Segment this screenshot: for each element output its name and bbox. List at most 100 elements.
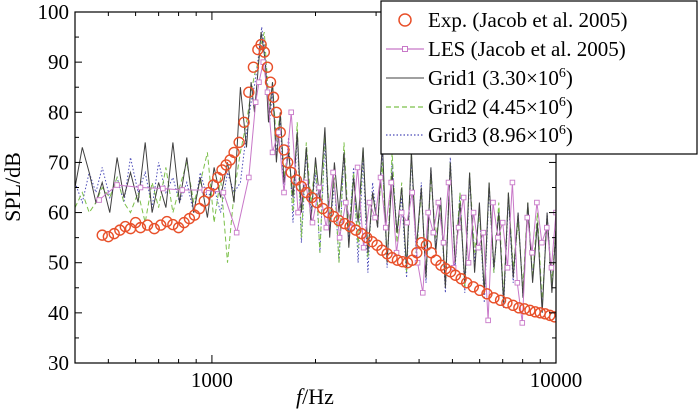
data-point-les [96,197,102,203]
data-point-les [160,185,166,192]
data-point-les [445,179,452,186]
data-point-exp [270,106,283,118]
data-point-les [137,184,144,191]
data-point-exp [161,215,173,228]
data-point-exp [167,218,179,231]
data-point-exp [134,221,147,234]
legend-item-grid3: Grid3 (8.96×106) [386,123,573,147]
legend-item-les: LES (Jacob et al. 2005) [386,37,626,61]
data-point-les [360,244,367,251]
data-point-les [440,239,447,246]
legend-label-grid2-sup: 6 [559,95,566,110]
legend-label-grid1-sup: 6 [559,66,566,81]
data-point-les [524,214,531,221]
data-point-exp [338,217,351,230]
data-point-exp [518,303,531,315]
data-point-les [455,224,462,231]
x-axis-title-unit: /Hz [302,384,334,409]
data-point-exp [141,219,154,231]
data-point-les [288,109,294,116]
data-point-exp [544,309,556,322]
data-point-les [485,317,491,324]
legend-label-grid3-close: ) [566,123,573,147]
data-point-les [323,224,330,231]
data-point-les [309,219,316,226]
data-point-les [534,199,540,206]
data-point-exp [449,269,462,281]
x-axis-title-variable: f [296,384,305,409]
legend-label-grid3-base: Grid3 (8.96×10 [428,123,559,147]
data-point-exp [467,281,480,293]
legend-label-les: LES (Jacob et al. 2005) [428,37,626,61]
y-tick-label: 30 [48,351,69,375]
data-point-les [435,199,442,206]
data-point-les [256,79,262,85]
legend-label-grid2-close: ) [566,95,573,119]
data-point-exp [233,136,245,149]
data-point-exp [228,146,240,159]
data-point-les [475,244,482,251]
data-point-exp [247,61,260,73]
x-axis-title: f/Hz [296,384,334,409]
legend-item-exp: Exp. (Jacob et al. 2005) [398,8,627,32]
data-point-exp [311,196,323,209]
data-point-les [246,174,252,181]
legend-item-grid2: Grid2 (4.45×106) [386,95,573,119]
data-point-les [409,189,415,196]
legend-label-grid2-base: Grid2 (4.45×10 [428,95,559,119]
y-tick-label: 100 [38,0,70,24]
data-point-les [539,239,545,246]
data-point-exp [198,195,210,207]
legend-swatch-exp [398,13,412,27]
data-point-les [336,234,343,241]
data-point-exp [243,86,255,98]
legend-label-grid1-close: ) [566,66,573,90]
legend-marker-les [402,46,408,52]
y-tick-label: 80 [48,100,69,124]
data-point-les [544,224,550,231]
series-line-grid1 [75,32,556,313]
data-point-exp [258,46,271,58]
data-point-exp [255,38,267,51]
data-point-les [519,320,526,326]
y-tick-label: 50 [48,251,69,275]
legend-label-grid3-sup: 6 [559,123,566,138]
data-point-exp [333,214,345,227]
data-point-les [366,199,373,206]
data-point-les [275,129,282,136]
data-point-exp [411,246,423,259]
data-point-exp [261,61,274,73]
data-point-exp [96,229,108,241]
legend-label-exp: Exp. (Jacob et al. 2005) [428,8,627,32]
data-point-les [388,179,394,186]
data-point-exp [281,156,294,169]
data-point-exp [513,302,525,314]
data-point-les [281,189,287,196]
data-point-les [495,234,501,241]
legend-label-grid2: Grid2 (4.45×106) [428,95,573,119]
data-point-exp [278,144,290,156]
data-point-les [509,179,516,186]
data-point-les [372,214,378,221]
data-point-exp [285,166,297,179]
data-point-les [398,209,405,216]
data-point-exp [108,227,120,240]
series-group [75,26,556,326]
data-point-les [420,290,426,296]
data-point-les [548,264,555,271]
data-point-exp [524,304,536,317]
data-point-exp [501,297,513,309]
data-point-les [252,99,259,106]
data-point-exp [344,220,356,233]
data-point-les [480,229,487,236]
data-point-les [316,184,322,191]
data-point-les [499,219,506,226]
legend-item-grid1: Grid1 (3.30×106) [386,66,573,90]
data-point-les [430,229,437,236]
data-point-exp [507,299,519,312]
data-point-les [470,209,477,216]
data-point-les [233,229,240,236]
data-point-exp [155,219,167,231]
y-tick-label: 70 [48,150,69,174]
